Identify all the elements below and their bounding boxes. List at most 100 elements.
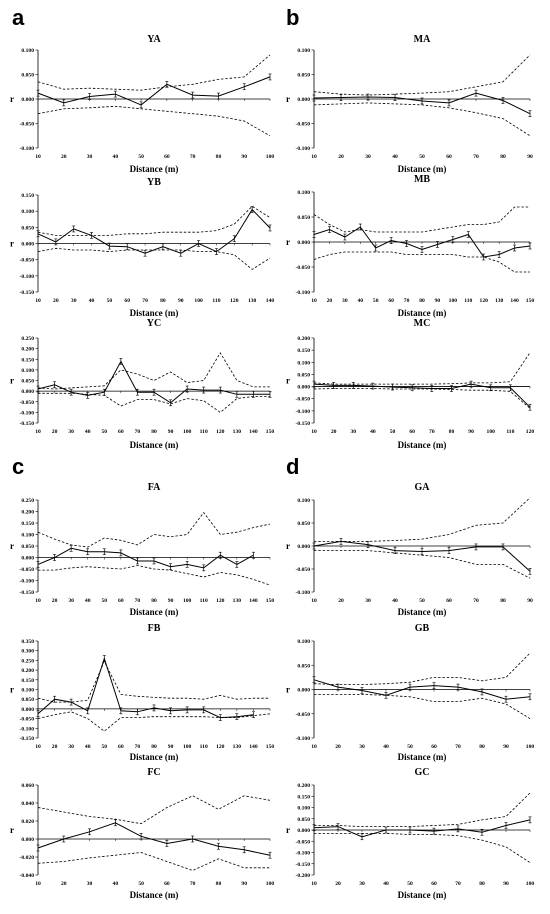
series-upper-ci [37, 352, 270, 390]
y-tick-label: 0.150 [21, 193, 34, 199]
y-tick-label: -0.100 [296, 290, 311, 296]
chart-title: GA [415, 482, 431, 493]
x-tick-label: 90 [168, 429, 174, 435]
x-tick-label: 40 [392, 154, 398, 160]
x-tick-label: 100 [526, 744, 535, 750]
x-tick-label: 100 [183, 744, 192, 750]
x-tick-label: 40 [392, 598, 398, 604]
x-tick-label: 80 [160, 298, 166, 304]
x-axis-label: Distance (m) [398, 752, 447, 762]
x-tick-label: 50 [407, 881, 413, 887]
x-tick-label: 130 [233, 744, 242, 750]
y-axis-label: r [286, 685, 290, 695]
x-tick-label: 70 [135, 744, 141, 750]
y-tick-label: 0.050 [21, 225, 34, 231]
y-tick-label: 0.100 [297, 806, 310, 812]
x-tick-label: 100 [194, 298, 203, 304]
x-tick-label: 80 [216, 881, 222, 887]
x-tick-label: 40 [370, 429, 376, 435]
x-axis-label: Distance (m) [398, 164, 447, 174]
series-upper-ci [314, 497, 531, 542]
y-tick-label: 0.050 [297, 663, 310, 669]
x-tick-label: 20 [61, 881, 67, 887]
series-r-line [37, 547, 254, 569]
y-tick-label: -0.050 [296, 712, 311, 718]
series-lower-ci [314, 550, 531, 579]
series-r-line [37, 822, 271, 856]
y-tick-label: 0.040 [21, 801, 34, 807]
y-tick-label: 0.100 [21, 533, 34, 539]
x-tick-label: 60 [118, 598, 124, 604]
x-tick-label: 60 [409, 429, 415, 435]
y-tick-label: -0.150 [296, 421, 311, 427]
y-tick-label: 0.050 [21, 379, 34, 385]
y-tick-label: 0.100 [21, 688, 34, 694]
x-tick-label: 90 [168, 744, 174, 750]
y-tick-label: 0.050 [297, 73, 310, 79]
x-tick-label: 90 [503, 744, 509, 750]
x-tick-label: 110 [200, 598, 208, 604]
y-tick-label: 0.000 [297, 688, 310, 694]
y-tick-label: 0.020 [21, 819, 34, 825]
x-tick-label: 130 [233, 598, 242, 604]
x-tick-label: 10 [311, 154, 317, 160]
y-tick-label: 0.150 [21, 521, 34, 527]
series-lower-ci [38, 565, 271, 586]
y-tick-label: 0.050 [297, 817, 310, 823]
series-lower-ci [314, 833, 531, 863]
x-axis-label: Distance (m) [130, 164, 179, 174]
x-tick-label: 90 [468, 429, 474, 435]
y-tick-label: -0.020 [20, 855, 35, 861]
x-tick-label: 120 [230, 298, 239, 304]
x-tick-label: 90 [527, 598, 533, 604]
x-tick-label: 140 [249, 429, 258, 435]
x-tick-label: 20 [331, 429, 337, 435]
x-tick-label: 80 [216, 154, 222, 160]
x-tick-label: 80 [151, 744, 157, 750]
y-tick-label: 0.000 [297, 544, 310, 550]
x-axis-label: Distance (m) [398, 440, 447, 450]
x-tick-label: 50 [101, 429, 107, 435]
x-tick-label: 50 [138, 154, 144, 160]
series-r-line [37, 208, 271, 254]
y-tick-label: -0.050 [20, 258, 35, 264]
y-tick-label: -0.150 [20, 590, 35, 596]
series-upper-ci [37, 795, 271, 825]
x-tick-label: 20 [335, 744, 341, 750]
x-tick-label: 90 [241, 154, 247, 160]
x-tick-label: 30 [365, 598, 371, 604]
series-r-line [37, 76, 271, 106]
series-upper-ci [313, 54, 531, 96]
y-axis-label: r [10, 685, 14, 695]
x-axis-label: Distance (m) [130, 308, 179, 318]
y-tick-label: 0.050 [297, 215, 310, 221]
x-tick-label: 50 [373, 298, 379, 304]
x-tick-label: 30 [350, 429, 356, 435]
x-tick-label: 30 [359, 744, 365, 750]
series-lower-ci [37, 711, 271, 732]
y-tick-label: 0.050 [21, 697, 34, 703]
x-tick-label: 110 [464, 298, 472, 304]
chart-fa: FA 0.250 0.200 0.150 0.100 0.050 0.000 -0.050 -0… [10, 482, 274, 617]
x-axis-label: Distance (m) [398, 890, 447, 900]
x-tick-label: 20 [338, 154, 344, 160]
y-tick-label: -0.100 [20, 579, 35, 585]
x-tick-label: 50 [101, 598, 107, 604]
x-tick-label: 140 [266, 298, 275, 304]
y-tick-label: 0.050 [21, 73, 34, 79]
x-tick-label: 90 [527, 154, 533, 160]
x-tick-label: 120 [216, 429, 225, 435]
x-tick-label: 80 [449, 429, 455, 435]
x-tick-label: 40 [85, 598, 91, 604]
x-tick-label: 60 [388, 298, 394, 304]
chart-title: FB [148, 623, 161, 634]
x-tick-label: 90 [503, 881, 509, 887]
y-tick-label: 0.350 [21, 639, 34, 645]
y-tick-label: 0.300 [21, 649, 34, 655]
x-tick-label: 20 [52, 598, 58, 604]
y-tick-label: 0.250 [21, 658, 34, 664]
y-tick-label: 0.100 [297, 360, 310, 366]
series-lower-ci [37, 852, 270, 871]
x-tick-label: 10 [311, 881, 317, 887]
